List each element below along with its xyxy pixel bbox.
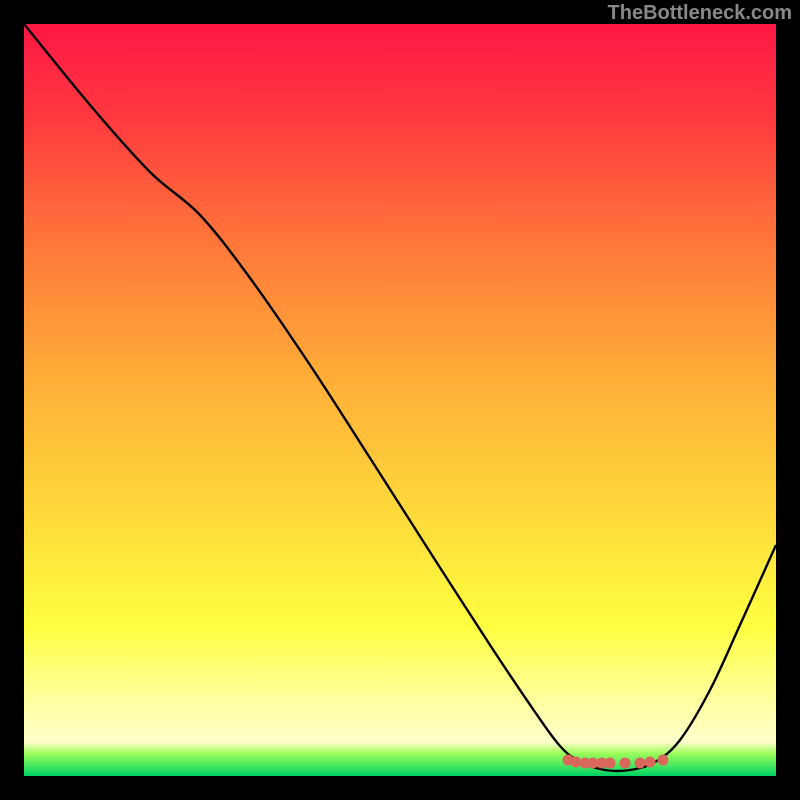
- marker-point: [645, 757, 655, 767]
- marker-point: [571, 757, 581, 767]
- bottleneck-chart: [0, 0, 800, 800]
- marker-point: [658, 755, 668, 765]
- chart-background: [24, 24, 776, 776]
- root: TheBottleneck.com: [0, 0, 800, 800]
- marker-point: [620, 758, 630, 768]
- marker-point: [635, 758, 645, 768]
- marker-point: [605, 758, 615, 768]
- watermark-text: TheBottleneck.com: [608, 2, 792, 25]
